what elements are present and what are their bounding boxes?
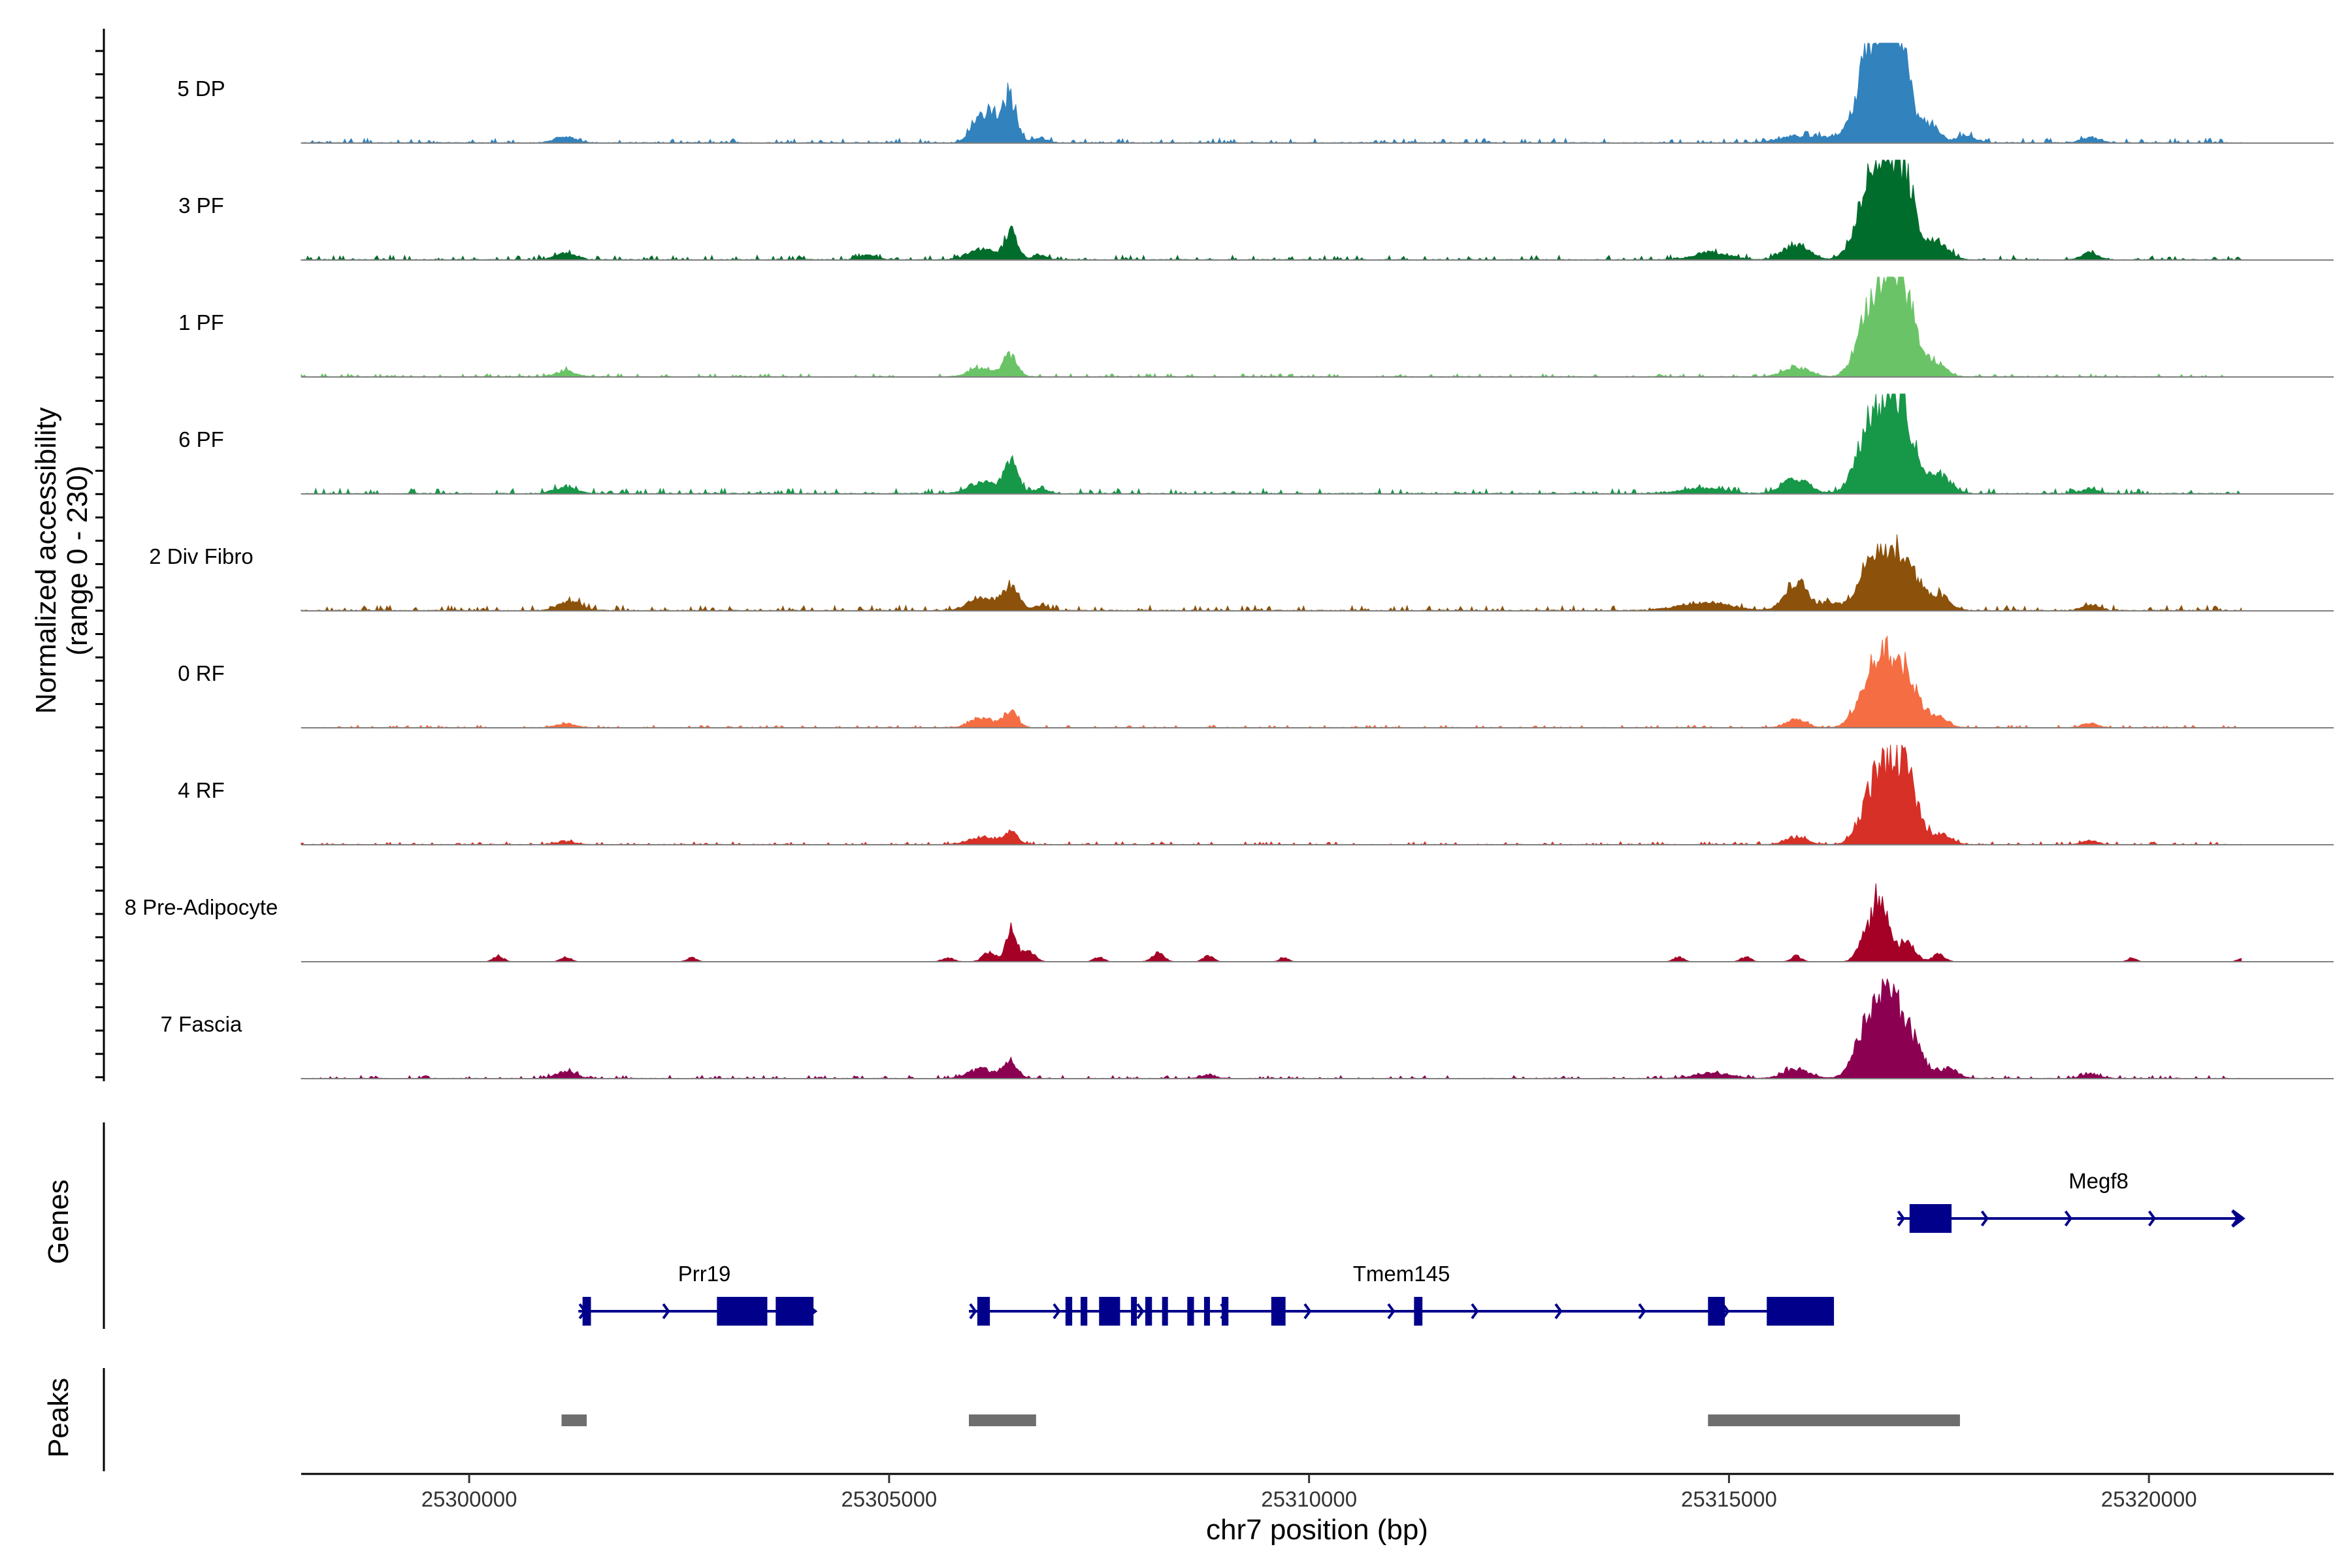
exon	[1203, 1297, 1210, 1326]
exon	[776, 1297, 814, 1326]
exon	[717, 1297, 768, 1326]
exon	[1909, 1204, 1952, 1233]
strand-arrow	[1471, 1303, 1479, 1320]
strand-arrow	[2231, 1209, 2246, 1228]
exon	[1099, 1297, 1120, 1326]
strand-arrow	[1638, 1303, 1646, 1320]
exon	[1187, 1297, 1194, 1326]
strand-arrow	[1053, 1303, 1061, 1320]
genes-track-title: Genes	[42, 1179, 74, 1264]
x-tick-label: 25310000	[1261, 1487, 1357, 1511]
peak-region	[561, 1414, 587, 1426]
exon	[977, 1297, 990, 1326]
track-label: 3 PF	[178, 193, 224, 218]
gene-label: Tmem145	[1353, 1262, 1450, 1286]
gene-label: Prr19	[678, 1262, 731, 1286]
exon	[1708, 1297, 1725, 1326]
track-label: 8 Pre-Adipocyte	[125, 895, 278, 919]
strand-arrow	[1554, 1303, 1563, 1320]
exon	[1162, 1297, 1168, 1326]
exon	[1414, 1297, 1423, 1326]
gene-megf8: Megf8	[1897, 1169, 2246, 1233]
track-3-pf: 3 PF	[178, 159, 2334, 261]
strand-arrow	[1980, 1210, 1989, 1227]
track-4-rf: 4 RF	[178, 744, 2334, 845]
track-label: 6 PF	[178, 427, 224, 451]
exon	[1131, 1297, 1137, 1326]
exon	[582, 1297, 591, 1326]
exon	[1145, 1297, 1152, 1326]
track-8-pre-adipocyte: 8 Pre-Adipocyte	[125, 883, 2334, 962]
exon	[1065, 1297, 1073, 1326]
strand-arrow	[1303, 1303, 1312, 1320]
peak-region	[969, 1414, 1036, 1426]
x-tick-label: 25315000	[1681, 1487, 1777, 1511]
peaks-track-title: Peaks	[42, 1378, 74, 1458]
track-7-fascia: 7 Fascia	[161, 978, 2334, 1079]
y-axis-title-line2: (range 0 - 230)	[61, 465, 93, 655]
exon	[1221, 1297, 1229, 1326]
strand-arrow	[2064, 1210, 2072, 1227]
track-6-pf: 6 PF	[178, 393, 2334, 495]
x-tick-label: 25300000	[421, 1487, 517, 1511]
strand-arrow	[2148, 1210, 2156, 1227]
exon	[1080, 1297, 1088, 1326]
track-label: 4 RF	[178, 778, 225, 802]
x-tick-label: 25305000	[841, 1487, 937, 1511]
exon	[1767, 1297, 1835, 1326]
exon	[1271, 1297, 1286, 1326]
gene-tmem145: Tmem145	[969, 1262, 1835, 1326]
peak-track	[561, 1414, 1960, 1426]
coverage-area	[301, 978, 2242, 1079]
strand-arrow	[1897, 1210, 1905, 1227]
track-label: 0 RF	[178, 661, 225, 685]
track-2-div-fibro: 2 Div Fibro	[149, 534, 2334, 612]
track-label: 1 PF	[178, 310, 224, 335]
gene-track: Prr19 Tmem145 Megf8	[578, 1169, 2246, 1326]
gene-label: Megf8	[2068, 1169, 2129, 1193]
strand-arrow	[969, 1303, 977, 1320]
track-label: 7 Fascia	[161, 1012, 242, 1036]
x-axis-title: chr7 position (bp)	[1206, 1514, 1428, 1546]
x-tick-label: 25320000	[2101, 1487, 2197, 1511]
track-label: 5 DP	[177, 76, 225, 101]
x-axis-ticks: 25300000 25305000 25310000 25315000 25320000	[421, 1474, 2197, 1511]
strand-arrow	[1387, 1303, 1396, 1320]
gene-prr19: Prr19	[578, 1262, 818, 1326]
track-1-pf: 1 PF	[178, 276, 2334, 378]
peak-region	[1708, 1414, 1960, 1426]
strand-arrow	[1136, 1303, 1145, 1320]
track-0-rf: 0 RF	[178, 635, 2334, 728]
track-label: 2 Div Fibro	[149, 544, 253, 568]
coverage-y-axis-ticks	[95, 50, 104, 1079]
coverage-tracks: 5 DP 3 PF 1 PF 6 PF 2 Div Fibro 0 RF 4 RF 8 Pre…	[125, 42, 2334, 1079]
y-axis-title-line1: Normalized accessibility	[30, 407, 62, 713]
track-5-dp: 5 DP	[177, 42, 2334, 144]
strand-arrow	[662, 1303, 670, 1320]
